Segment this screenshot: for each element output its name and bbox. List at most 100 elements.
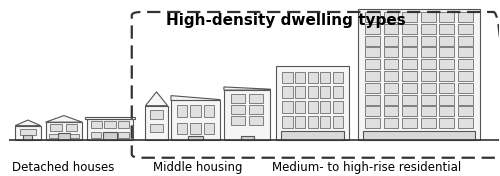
Bar — [15, 126, 40, 140]
Bar — [440, 36, 454, 46]
Bar — [308, 101, 318, 113]
Bar — [458, 95, 473, 105]
Bar — [384, 12, 398, 22]
Bar — [231, 94, 245, 103]
Bar — [70, 134, 79, 139]
Bar — [402, 95, 417, 105]
Bar — [421, 95, 436, 105]
Bar — [458, 59, 473, 69]
Bar — [231, 105, 245, 114]
Bar — [402, 71, 417, 81]
Bar — [282, 72, 292, 83]
Polygon shape — [171, 96, 220, 100]
Bar — [118, 132, 130, 138]
Bar — [365, 83, 380, 93]
Bar — [20, 128, 36, 135]
Bar — [190, 105, 200, 117]
Bar — [204, 123, 214, 134]
Bar — [402, 83, 417, 93]
Bar — [421, 59, 436, 69]
Bar — [458, 83, 473, 93]
Bar — [90, 132, 102, 138]
Bar — [308, 86, 318, 98]
Bar — [48, 134, 58, 139]
Bar — [440, 118, 454, 128]
Bar — [421, 24, 436, 34]
Bar — [176, 105, 187, 117]
Bar — [440, 71, 454, 81]
Bar — [24, 135, 32, 140]
Bar — [363, 131, 475, 140]
Bar — [440, 24, 454, 34]
Bar — [50, 124, 62, 131]
Bar — [421, 118, 436, 128]
Bar — [320, 72, 330, 83]
Polygon shape — [46, 116, 82, 122]
Bar — [421, 71, 436, 81]
Bar — [118, 121, 130, 128]
Bar — [458, 24, 473, 34]
Bar — [332, 116, 342, 128]
Bar — [365, 95, 380, 105]
Bar — [384, 83, 398, 93]
Bar — [358, 8, 480, 140]
Bar — [250, 94, 264, 103]
Bar — [188, 136, 203, 140]
Bar — [365, 118, 380, 128]
Bar — [458, 36, 473, 46]
Bar — [282, 101, 292, 113]
Bar — [402, 59, 417, 69]
Bar — [384, 118, 398, 128]
Bar — [402, 36, 417, 46]
Bar — [384, 95, 398, 105]
Bar — [384, 24, 398, 34]
Bar — [150, 110, 164, 119]
Bar — [440, 106, 454, 117]
Bar — [365, 12, 380, 22]
Bar — [90, 121, 102, 128]
Bar — [458, 71, 473, 81]
Bar — [440, 95, 454, 105]
Text: High-density dwelling types: High-density dwelling types — [166, 13, 406, 28]
Bar — [241, 136, 254, 140]
Polygon shape — [15, 120, 40, 126]
Bar — [58, 133, 70, 140]
Bar — [440, 59, 454, 69]
Polygon shape — [146, 92, 168, 106]
Bar — [332, 72, 342, 83]
Bar — [320, 86, 330, 98]
Text: Medium- to high-rise residential: Medium- to high-rise residential — [272, 161, 462, 174]
Bar — [402, 12, 417, 22]
Bar — [365, 36, 380, 46]
Bar — [66, 124, 78, 131]
Bar — [421, 36, 436, 46]
Bar — [171, 100, 220, 140]
Bar — [421, 83, 436, 93]
Bar — [365, 106, 380, 117]
Bar — [421, 106, 436, 117]
Bar — [440, 12, 454, 22]
Bar — [281, 131, 344, 140]
Bar — [46, 122, 82, 140]
Bar — [308, 116, 318, 128]
Bar — [421, 12, 436, 22]
Bar — [365, 47, 380, 58]
Bar — [421, 47, 436, 58]
Bar — [295, 101, 305, 113]
Bar — [384, 71, 398, 81]
Bar — [204, 105, 214, 117]
Bar — [320, 116, 330, 128]
Bar — [295, 86, 305, 98]
Bar — [85, 117, 134, 119]
Bar — [250, 116, 264, 125]
Bar — [458, 106, 473, 117]
Bar — [384, 47, 398, 58]
Bar — [458, 118, 473, 128]
Bar — [365, 59, 380, 69]
Bar — [282, 116, 292, 128]
Bar — [440, 83, 454, 93]
Bar — [402, 24, 417, 34]
Bar — [190, 123, 200, 134]
Bar — [458, 12, 473, 22]
Bar — [365, 71, 380, 81]
